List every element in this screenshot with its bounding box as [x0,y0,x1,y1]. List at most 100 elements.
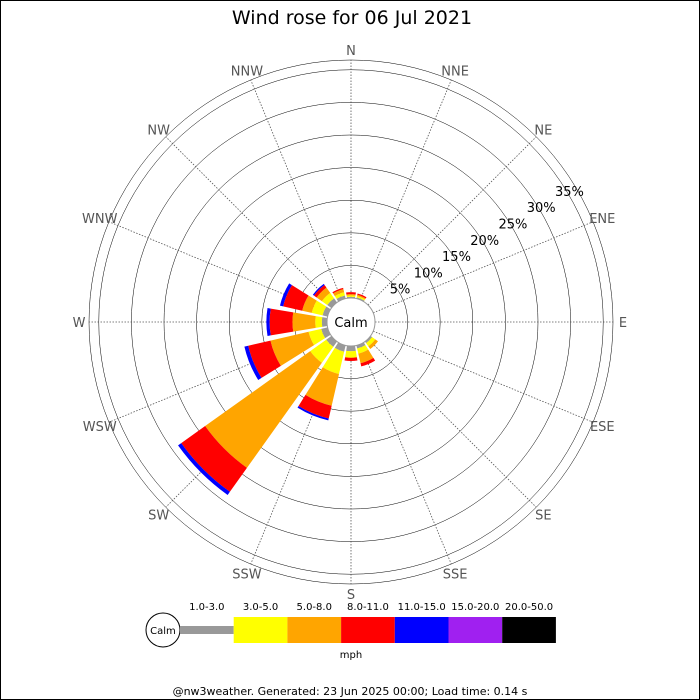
bar-wnw-11.0-15.0 [279,283,292,307]
bar-nne-5.0-8.0 [356,294,366,300]
legend-swatch-5.0-8.0 [287,617,342,643]
bar-nnw-3.0-5.0 [334,292,345,299]
ring-label-10: 10% [414,266,443,281]
bar-ssw-8.0-11.0 [298,394,332,419]
bar-n-5.0-8.0 [346,294,356,296]
spoke-nnw [250,79,343,300]
legend-swatch-1.0-3.0 [180,626,234,634]
legend-swatch-3.0-5.0 [233,617,288,643]
bar-se-1.0-3.0 [364,335,373,344]
bar-wsw-5.0-8.0 [270,331,315,366]
direction-label-n: N [346,44,356,59]
bar-w-5.0-8.0 [292,312,316,332]
direction-label-e: E [619,316,627,331]
legend-label-8.0-11.0: 8.0-11.0 [347,602,389,613]
direction-labels: N NNE NE ENE E ESE SE SSE S SSW SW WSW W WNW NW NNW [73,44,628,603]
spoke-ene [373,221,594,314]
bar-wnw-8.0-11.0 [283,285,309,311]
bar-wnw-3.0-5.0 [311,300,327,316]
bar-sw-8.0-11.0 [181,426,247,492]
bar-ssw-5.0-8.0 [305,367,340,406]
bar-w-3.0-5.0 [315,316,323,328]
footer-text: @nw3weather. Generated: 23 Jun 2025 00:0… [173,685,528,698]
bar-wsw-3.0-5.0 [308,328,326,346]
bar-wsw-11.0-15.0 [244,345,262,380]
bar-wnw-5.0-8.0 [302,295,317,313]
direction-label-sw: SW [148,508,169,523]
bar-se-3.0-5.0 [366,337,376,347]
wind-bars [178,283,378,495]
direction-label-wnw: WNW [82,212,118,227]
ring-label-35: 35% [555,185,584,200]
bar-s-1.0-3.0 [346,345,356,352]
bar-wnw-1.0-3.0 [322,306,331,317]
bar-sse-3.0-5.0 [357,345,369,354]
ring-labels: 5%10%15%20%25%30%35% [390,185,584,298]
chart-title: Wind rose for 06 Jul 2021 [232,7,472,29]
bar-sse-1.0-3.0 [356,342,366,349]
legend-calm-label: Calm [150,626,176,637]
ring-label-30: 30% [527,201,556,216]
legend-label-1.0-3.0: 1.0-3.0 [189,602,224,613]
legend-swatch-20.0-50.0 [502,617,556,643]
spoke-nne [359,79,452,300]
bar-w-11.0-15.0 [266,308,271,336]
spoke-ne [367,136,537,306]
grid-ring [228,199,474,445]
legend-label-3.0-5.0: 3.0-5.0 [243,602,278,613]
bar-n-8.0-11.0 [346,292,356,295]
bar-nw-11.0-15.0 [312,283,325,296]
spoke-se [367,338,537,508]
bar-nw-1.0-3.0 [327,298,338,309]
bar-nw-3.0-5.0 [321,292,335,306]
direction-label-ese: ESE [590,420,615,435]
direction-label-se: SE [535,508,551,523]
bar-w-1.0-3.0 [321,317,328,327]
bar-n-3.0-5.0 [346,295,356,298]
bar-sw-3.0-5.0 [310,339,334,363]
bar-sw-11.0-15.0 [178,443,230,495]
bar-nne-3.0-5.0 [356,296,366,301]
spoke-sse [359,344,452,565]
bar-sse-8.0-11.0 [360,357,376,367]
bar-sse-5.0-8.0 [358,349,374,364]
bar-w-8.0-11.0 [269,308,294,336]
bar-nnw-5.0-8.0 [333,289,345,297]
direction-label-nw: NW [147,124,170,139]
ring-label-20: 20% [470,234,499,249]
bar-s-8.0-11.0 [344,357,358,361]
legend-unit-label: mph [340,650,362,661]
direction-label-w: W [73,316,86,331]
direction-label-nne: NNE [441,65,469,80]
calm-label: Calm [334,316,367,331]
legend-label-20.0-50.0: 20.0-50.0 [505,602,553,613]
calm-circle: Calm [326,297,376,347]
direction-label-ene: ENE [589,212,615,227]
bar-nw-8.0-11.0 [313,284,327,298]
direction-label-s: S [347,588,355,603]
bar-wsw-8.0-11.0 [248,340,281,378]
bar-ssw-11.0-15.0 [297,405,329,421]
bar-se-5.0-8.0 [368,339,378,349]
direction-label-sse: SSE [443,567,468,582]
bar-nne-8.0-11.0 [357,293,367,299]
bar-sw-1.0-3.0 [326,335,338,347]
legend-label-5.0-8.0: 5.0-8.0 [297,602,332,613]
bar-ssw-3.0-5.0 [322,347,345,374]
direction-label-ne: NE [534,124,552,139]
legend-swatch-11.0-15.0 [394,617,449,643]
ring-label-25: 25% [499,217,528,232]
bar-nnw-1.0-3.0 [336,295,346,302]
bar-nnw-8.0-11.0 [332,287,344,294]
ring-label-5: 5% [390,283,411,298]
direction-label-wsw: WSW [83,420,117,435]
grid-ring [261,232,441,412]
spoke-ese [373,330,594,423]
ring-label-15: 15% [442,250,471,265]
direction-label-ssw: SSW [232,567,262,582]
bar-sw-5.0-8.0 [205,351,322,468]
legend-items: 1.0-3.0 3.0-5.0 5.0-8.0 8.0-11.0 11.0-15.0 15… [180,602,556,643]
spoke-nw [165,136,335,306]
bar-s-3.0-5.0 [345,350,357,358]
